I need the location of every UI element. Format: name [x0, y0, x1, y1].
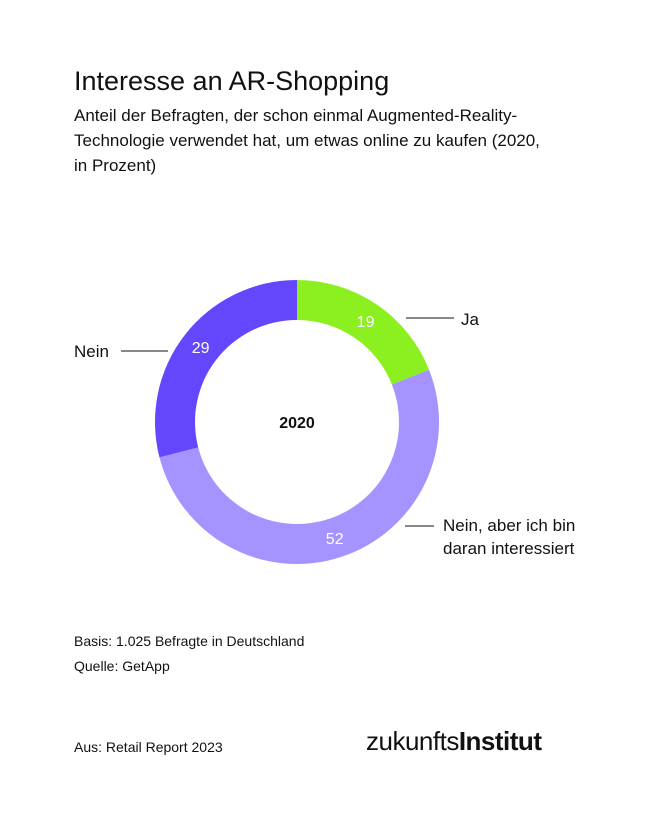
value-label-2: 29 — [192, 340, 210, 357]
slice-1 — [159, 369, 440, 564]
chart-subtitle: Anteil der Befragten, der schon einmal A… — [74, 106, 540, 175]
value-labels: 19 52 29 — [192, 314, 375, 548]
legend-label-ja: Ja — [461, 310, 479, 329]
logo-bold-text: Institut — [458, 726, 542, 756]
center-label: 2020 — [279, 415, 315, 432]
leader-lines — [121, 317, 454, 527]
basis-note: Basis: 1.025 Befragte in Deutschland — [74, 633, 305, 649]
logo-regular-text: zukunfts — [366, 726, 459, 756]
value-label-0: 19 — [357, 314, 375, 331]
zukunftsinstitut-logo: zukunftsInstitut — [366, 726, 542, 756]
legend-label-nein: Nein — [74, 342, 109, 361]
value-label-1: 52 — [326, 531, 344, 548]
report-note: Aus: Retail Report 2023 — [74, 739, 223, 755]
slice-0 — [297, 280, 430, 385]
chart-title: Interesse an AR-Shopping — [74, 66, 390, 96]
donut-chart: 19 52 29 2020 — [121, 280, 454, 564]
legend-label-nein-aber: Nein, aber ich bin daran interessiert — [443, 516, 576, 558]
slice-2 — [155, 280, 297, 458]
source-note: Quelle: GetApp — [74, 658, 170, 674]
donut-slices — [155, 280, 440, 564]
